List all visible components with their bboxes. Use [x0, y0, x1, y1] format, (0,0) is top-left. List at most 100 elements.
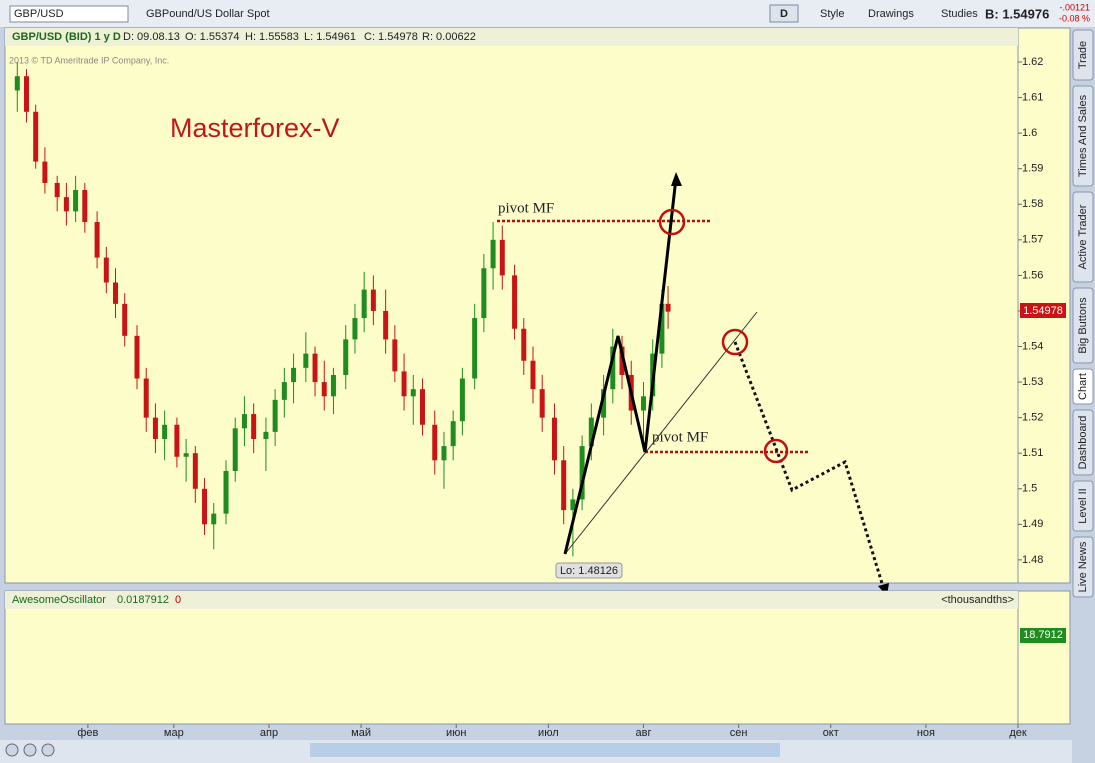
side-tab[interactable] — [1072, 368, 1094, 405]
y-tick-label: 1.49 — [1022, 518, 1043, 530]
side-tab[interactable] — [1072, 287, 1094, 364]
y-tick-label: 1.6 — [1022, 127, 1037, 139]
side-tab[interactable] — [1072, 536, 1094, 598]
candle-body — [152, 417, 158, 439]
candle-body — [241, 414, 247, 429]
candle-body — [512, 275, 518, 329]
candle-body — [183, 453, 189, 457]
side-tab-label: Live News — [1077, 541, 1089, 592]
candle-body — [383, 310, 389, 340]
candle-body — [251, 414, 257, 439]
scroll-thumb[interactable] — [310, 743, 780, 757]
studies-button[interactable]: Studies — [941, 8, 978, 20]
side-tab[interactable] — [1072, 480, 1094, 532]
last-price-box — [1020, 303, 1066, 318]
candle-body — [312, 353, 318, 383]
header-open: O: 1.55374 — [185, 31, 239, 43]
side-tab[interactable] — [1072, 191, 1094, 283]
low-label: Lo: 1.48126 — [560, 565, 618, 577]
candle-body — [481, 268, 487, 319]
aggregation: D — [780, 8, 788, 20]
candle-body — [352, 318, 358, 340]
candle-body — [659, 303, 665, 354]
low-label-box — [555, 562, 623, 579]
y-tick-label: 1.54 — [1022, 340, 1043, 352]
price-panel — [4, 27, 1019, 584]
candle-body — [73, 190, 79, 212]
forecast-line — [733, 341, 886, 591]
candle-body — [272, 399, 278, 432]
aggregation-button[interactable] — [769, 4, 799, 23]
trend-line — [564, 311, 758, 555]
oscillator-axis — [1017, 590, 1071, 725]
zoom-fit[interactable] — [41, 743, 55, 757]
candle-body — [122, 303, 128, 336]
candle-body — [54, 182, 60, 198]
candle-body — [281, 382, 287, 400]
oscillator-extra: 0 — [175, 594, 181, 606]
candle-body — [42, 161, 48, 183]
candle-body — [665, 303, 671, 312]
candle-body — [14, 76, 20, 91]
arrow-head — [671, 172, 682, 186]
side-tab[interactable] — [1072, 409, 1094, 476]
candle-body — [561, 460, 567, 511]
candle-body — [202, 488, 208, 525]
style-button[interactable]: Style — [820, 8, 844, 20]
y-tick-label: 1.61 — [1022, 91, 1043, 103]
candle-body — [521, 328, 527, 361]
candle-body — [321, 382, 327, 397]
candle-body — [82, 190, 88, 223]
candle-body — [263, 431, 269, 439]
pivot-label: pivot MF — [498, 200, 554, 216]
candle-body — [223, 470, 229, 514]
candle-body — [459, 378, 465, 422]
candle-body — [23, 76, 29, 112]
candle-body — [551, 417, 557, 461]
candle-body — [370, 289, 376, 311]
header-close: C: 1.54978 — [364, 31, 418, 43]
candle-body — [33, 111, 39, 162]
candle-body — [610, 346, 616, 390]
side-tab[interactable] — [1072, 29, 1094, 81]
candle-body — [441, 446, 447, 461]
y-tick-label: 1.48 — [1022, 554, 1043, 566]
candle-body — [330, 374, 336, 397]
oscillator-name: AwesomeOscillator — [12, 594, 106, 606]
candle-body — [410, 389, 416, 397]
y-tick-label: 1.59 — [1022, 163, 1043, 175]
x-tick-label: июн — [446, 727, 466, 739]
bid-price: B: 1.54976 — [985, 6, 1049, 21]
candle-body — [619, 346, 625, 375]
drawings — [497, 172, 889, 596]
change-pct: -0.08 % — [1059, 13, 1090, 23]
y-tick-label: 1.52 — [1022, 412, 1043, 424]
candle-body — [601, 389, 607, 418]
side-tab[interactable] — [1072, 85, 1094, 187]
symbol-box[interactable] — [9, 5, 129, 23]
candle-body — [490, 239, 496, 269]
drawings-button[interactable]: Drawings — [868, 8, 914, 20]
header-range: R: 0.00622 — [422, 31, 476, 43]
x-tick-label: авг — [636, 727, 652, 739]
toolbar — [0, 0, 1095, 27]
candle-body — [211, 513, 217, 525]
candle-body — [303, 353, 309, 368]
candle-body — [291, 367, 297, 383]
side-tab-label: Active Trader — [1077, 204, 1089, 269]
x-tick-label: мар — [164, 727, 184, 739]
oscillator-header — [5, 591, 1018, 609]
candle-body — [94, 222, 100, 258]
y-tick-label: 1.58 — [1022, 198, 1043, 210]
y-tick-label: 1.53 — [1022, 376, 1043, 388]
candle-body — [419, 389, 425, 425]
candle-body — [232, 428, 238, 471]
oscillator-value: 0.0187912 — [117, 594, 169, 606]
candle-body — [192, 453, 198, 489]
zoom-out[interactable] — [5, 743, 19, 757]
side-tab-label: Dashboard — [1077, 416, 1089, 470]
y-tick-label: 1.57 — [1022, 234, 1043, 246]
zoom-in[interactable] — [23, 743, 37, 757]
x-tick-label: апр — [260, 727, 278, 739]
